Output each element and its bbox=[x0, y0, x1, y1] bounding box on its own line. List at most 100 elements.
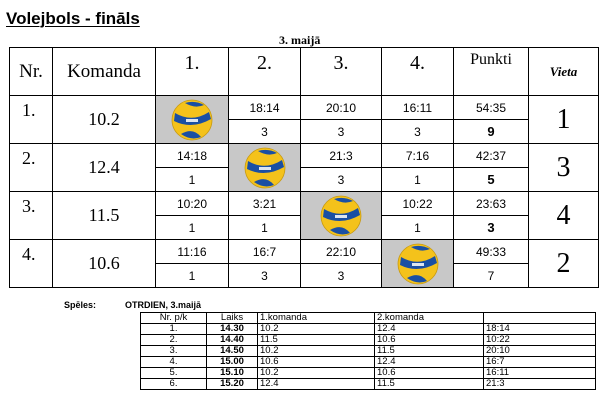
row-nr: 3. bbox=[9, 191, 53, 240]
match-points: 1 bbox=[155, 167, 229, 192]
header-team: Komanda bbox=[52, 47, 156, 96]
schedule-cell: 14.30 bbox=[206, 323, 258, 335]
match-score: 21:3 bbox=[300, 143, 382, 168]
schedule-cell: 21:3 bbox=[483, 378, 596, 390]
schedule-header-cell: 2.komanda bbox=[374, 312, 484, 324]
header-col-3: 3. bbox=[300, 47, 382, 96]
match-score: 14:18 bbox=[155, 143, 229, 168]
header-col-1: 1. bbox=[155, 47, 229, 96]
row-nr: 1. bbox=[9, 95, 53, 144]
schedule-row: 3. 14.50 10.2 11.5 20:10 bbox=[140, 345, 596, 357]
row-place: 1 bbox=[528, 95, 599, 144]
schedule-cell: 4. bbox=[140, 356, 207, 368]
match-score: 3:21 bbox=[228, 191, 301, 216]
schedule-row: 4. 15.00 10.6 12.4 16:7 bbox=[140, 356, 596, 368]
total-points: 5 bbox=[453, 167, 529, 192]
match-score: 16:11 bbox=[381, 95, 454, 120]
schedule-cell: 15.00 bbox=[206, 356, 258, 368]
match-points: 1 bbox=[381, 215, 454, 240]
total-points: 9 bbox=[453, 119, 529, 144]
row-nr: 4. bbox=[9, 239, 53, 288]
match-score: 10:22 bbox=[381, 191, 454, 216]
schedule-cell: 10.6 bbox=[257, 356, 375, 368]
match-score: 20:10 bbox=[300, 95, 382, 120]
row-nr: 2. bbox=[9, 143, 53, 192]
schedule-header-row: Nr. p/k Laiks 1.komanda 2.komanda bbox=[140, 312, 596, 324]
header-nr: Nr. bbox=[9, 47, 53, 96]
schedule-cell: 15.20 bbox=[206, 378, 258, 390]
match-score: 11:16 bbox=[155, 239, 229, 264]
schedule-header-cell bbox=[483, 312, 596, 324]
schedule-row: 2. 14.40 11.5 10.6 10:22 bbox=[140, 334, 596, 346]
match-score: 16:7 bbox=[228, 239, 301, 264]
schedule-cell: 3. bbox=[140, 345, 207, 357]
match-points: 1 bbox=[155, 263, 229, 288]
match-points: 1 bbox=[228, 215, 301, 240]
self-match-cell bbox=[300, 191, 382, 240]
match-score: 10:20 bbox=[155, 191, 229, 216]
total-score: 54:35 bbox=[453, 95, 529, 120]
schedule-header-cell: Nr. p/k bbox=[140, 312, 207, 324]
schedule-cell: 10.2 bbox=[257, 367, 375, 379]
schedule-cell: 11.5 bbox=[257, 334, 375, 346]
schedule-cell: 12.4 bbox=[257, 378, 375, 390]
schedule-table: Nr. p/k Laiks 1.komanda 2.komanda 1. 14.30 10.… bbox=[140, 312, 596, 390]
schedule-cell: 12.4 bbox=[374, 323, 484, 335]
volleyball-icon bbox=[244, 147, 285, 188]
volleyball-icon bbox=[171, 99, 213, 140]
schedule-cell: 14.50 bbox=[206, 345, 258, 357]
match-points: 3 bbox=[300, 263, 382, 288]
schedule-cell: 11.5 bbox=[374, 345, 484, 357]
match-score: 18:14 bbox=[228, 95, 301, 120]
self-match-cell bbox=[228, 143, 301, 192]
header-place: Vieta bbox=[528, 47, 599, 96]
self-match-cell bbox=[155, 95, 229, 144]
match-points: 1 bbox=[381, 167, 454, 192]
schedule-row: 6. 15.20 12.4 11.5 21:3 bbox=[140, 378, 596, 390]
row-team: 10.2 bbox=[52, 95, 156, 144]
row-place: 3 bbox=[528, 143, 599, 192]
schedule-cell: 10.6 bbox=[374, 367, 484, 379]
match-points: 3 bbox=[228, 263, 301, 288]
row-place: 4 bbox=[528, 191, 599, 240]
match-points: 3 bbox=[228, 119, 301, 144]
volleyball-icon bbox=[397, 243, 438, 284]
schedule-cell: 1. bbox=[140, 323, 207, 335]
schedule-cell: 5. bbox=[140, 367, 207, 379]
schedule-cell: 2. bbox=[140, 334, 207, 346]
schedule-cell: 16:11 bbox=[483, 367, 596, 379]
row-team: 12.4 bbox=[52, 143, 156, 192]
schedule-day: OTRDIEN, 3.maijā bbox=[125, 300, 202, 310]
schedule-header-cell: 1.komanda bbox=[257, 312, 375, 324]
schedule-cell: 10.2 bbox=[257, 323, 375, 335]
schedule-cell: 16:7 bbox=[483, 356, 596, 368]
schedule-cell: 20:10 bbox=[483, 345, 596, 357]
match-points: 1 bbox=[155, 215, 229, 240]
schedule-cell: 11.5 bbox=[374, 378, 484, 390]
row-team: 11.5 bbox=[52, 191, 156, 240]
date-header: 3. maijā bbox=[279, 33, 321, 47]
total-score: 49:33 bbox=[453, 239, 529, 264]
schedule-cell: 12.4 bbox=[374, 356, 484, 368]
row-place: 2 bbox=[528, 239, 599, 288]
match-points: 3 bbox=[300, 119, 382, 144]
schedule-header-cell: Laiks bbox=[206, 312, 258, 324]
results-table: Nr. Komanda 1. 2. 3. 4. Punkti Vieta 1. 10.2 18:14… bbox=[9, 47, 599, 288]
match-score: 22:10 bbox=[300, 239, 382, 264]
schedule-cell: 6. bbox=[140, 378, 207, 390]
volleyball-icon bbox=[320, 195, 362, 236]
schedule-row: 5. 15.10 10.2 10.6 16:11 bbox=[140, 367, 596, 379]
schedule-cell: 10.2 bbox=[257, 345, 375, 357]
schedule-cell: 10.6 bbox=[374, 334, 484, 346]
schedule-cell: 18:14 bbox=[483, 323, 596, 335]
header-col-2: 2. bbox=[228, 47, 301, 96]
total-score: 23:63 bbox=[453, 191, 529, 216]
total-points: 3 bbox=[453, 215, 529, 240]
schedule-label: Spēles: bbox=[64, 300, 97, 310]
match-score: 7:16 bbox=[381, 143, 454, 168]
page-title: Volejbols - fināls bbox=[6, 9, 140, 28]
match-points: 3 bbox=[381, 119, 454, 144]
match-points: 3 bbox=[300, 167, 382, 192]
self-match-cell bbox=[381, 239, 454, 288]
total-score: 42:37 bbox=[453, 143, 529, 168]
